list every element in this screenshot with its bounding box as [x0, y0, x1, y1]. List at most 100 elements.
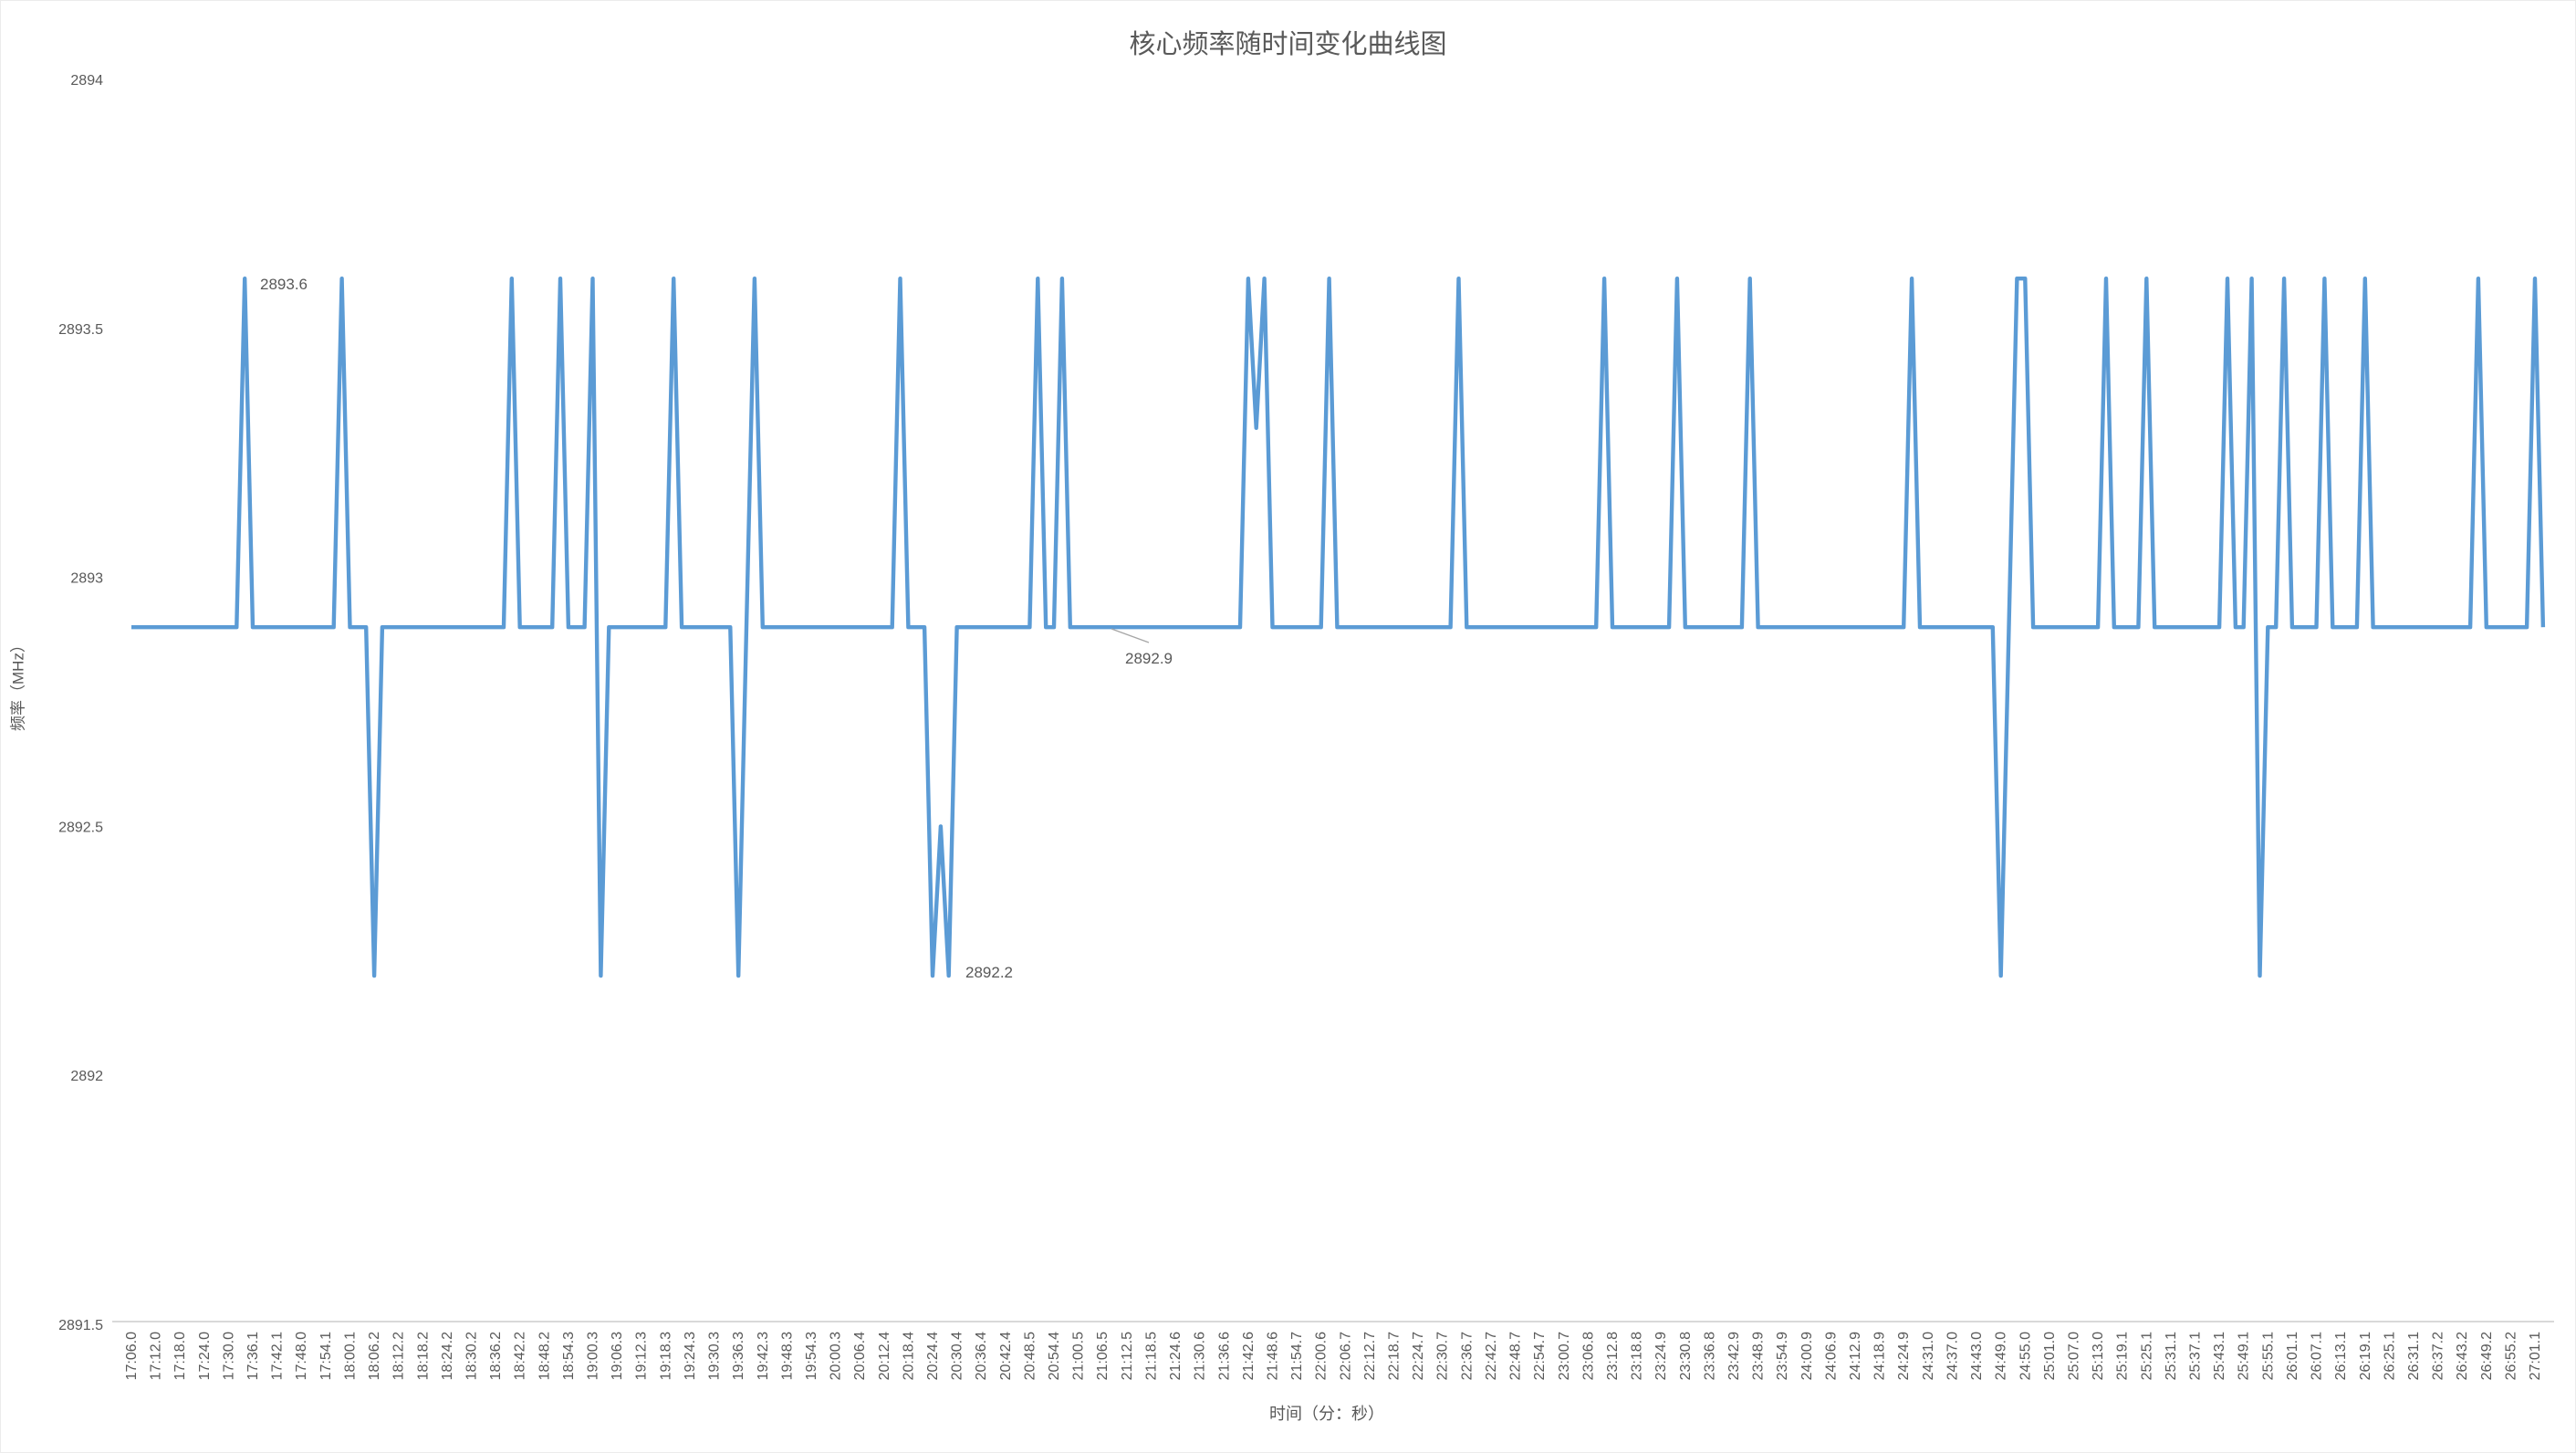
x-tick-label: 27:01.1	[2528, 1332, 2543, 1380]
x-tick-label: 18:36.2	[488, 1332, 504, 1380]
x-tick-label: 22:18.7	[1387, 1332, 1403, 1380]
x-tick-label: 22:54.7	[1532, 1332, 1548, 1380]
x-tick-label: 21:36.6	[1216, 1332, 1232, 1380]
x-tick-label: 26:31.1	[2406, 1332, 2422, 1380]
chart-title: 核心频率随时间变化曲线图	[1129, 30, 1447, 59]
y-tick-label: 2892	[70, 1069, 103, 1084]
x-tick-label: 22:06.7	[1338, 1332, 1353, 1380]
x-tick-label: 21:48.6	[1265, 1332, 1280, 1380]
x-tick-label: 21:06.5	[1095, 1332, 1111, 1380]
x-tick-label: 24:06.9	[1823, 1332, 1839, 1380]
x-tick-label: 26:13.1	[2333, 1332, 2349, 1380]
x-tick-label: 25:01.0	[2042, 1332, 2058, 1380]
x-tick-label: 24:12.9	[1848, 1332, 1863, 1380]
x-tick-label: 19:00.3	[586, 1332, 601, 1380]
x-tick-label: 24:43.0	[1969, 1332, 1985, 1380]
x-tick-label: 22:00.6	[1314, 1332, 1330, 1380]
x-tick-label: 23:48.9	[1751, 1332, 1767, 1380]
x-tick-label: 20:18.4	[901, 1332, 916, 1380]
y-tick-label: 2894	[70, 73, 103, 89]
x-tick-label: 19:42.3	[756, 1332, 771, 1380]
x-tick-label: 23:36.8	[1702, 1332, 1717, 1380]
x-tick-label: 26:01.1	[2285, 1332, 2300, 1380]
x-tick-label: 18:48.2	[537, 1332, 552, 1380]
x-tick-label: 22:24.7	[1411, 1332, 1426, 1380]
data-label: 2893.6	[260, 276, 308, 293]
x-tick-label: 19:24.3	[683, 1332, 698, 1380]
x-tick-label: 17:06.0	[124, 1332, 140, 1380]
y-tick-label: 2893	[70, 571, 103, 587]
x-tick-label: 21:30.6	[1193, 1332, 1208, 1380]
x-tick-label: 23:00.7	[1557, 1332, 1572, 1380]
x-tick-label: 21:42.6	[1241, 1332, 1257, 1380]
x-tick-label: 25:55.1	[2260, 1332, 2276, 1380]
x-tick-label: 23:06.8	[1580, 1332, 1596, 1380]
x-tick-label: 23:24.9	[1653, 1332, 1669, 1380]
x-tick-label: 18:24.2	[440, 1332, 455, 1380]
x-tick-label: 17:18.0	[172, 1332, 188, 1380]
x-tick-label: 19:12.3	[634, 1332, 650, 1380]
x-tick-label: 24:37.0	[1945, 1332, 1960, 1380]
y-tick-label: 2891.5	[58, 1318, 103, 1333]
x-tick-label: 21:54.7	[1289, 1332, 1305, 1380]
x-tick-label: 24:00.9	[1799, 1332, 1815, 1380]
x-tick-label: 17:36.1	[245, 1332, 261, 1380]
x-tick-label: 24:31.0	[1921, 1332, 1936, 1380]
x-axis-title: 时间（分：秒）	[1269, 1405, 1384, 1423]
x-tick-label: 20:06.4	[852, 1332, 868, 1380]
x-tick-label: 26:19.1	[2358, 1332, 2373, 1380]
x-tick-label: 18:18.2	[415, 1332, 431, 1380]
x-tick-label: 22:12.7	[1362, 1332, 1378, 1380]
x-tick-label: 17:48.0	[294, 1332, 309, 1380]
x-tick-label: 21:24.6	[1168, 1332, 1184, 1380]
x-tick-label: 20:00.3	[829, 1332, 844, 1380]
x-tick-label: 26:49.2	[2479, 1332, 2495, 1380]
x-tick-label: 18:00.1	[342, 1332, 358, 1380]
x-tick-label: 17:12.0	[149, 1332, 164, 1380]
x-tick-label: 18:42.2	[513, 1332, 528, 1380]
x-tick-label: 23:54.9	[1775, 1332, 1790, 1380]
x-tick-label: 20:30.4	[950, 1332, 965, 1380]
x-tick-label: 20:12.4	[877, 1332, 892, 1380]
x-tick-label: 23:18.8	[1630, 1332, 1645, 1380]
frequency-line-series	[131, 277, 2546, 978]
x-tick-label: 24:24.9	[1896, 1332, 1912, 1380]
x-tick-label: 25:49.1	[2237, 1332, 2252, 1380]
x-tick-label: 19:48.3	[779, 1332, 795, 1380]
x-tick-label: 18:30.2	[464, 1332, 479, 1380]
x-tick-label: 21:00.5	[1071, 1332, 1087, 1380]
x-tick-label: 19:18.3	[658, 1332, 673, 1380]
data-label: 2892.2	[965, 964, 1013, 981]
x-tick-label: 24:55.0	[2018, 1332, 2033, 1380]
x-tick-label: 22:30.7	[1435, 1332, 1451, 1380]
x-tick-label: 23:30.8	[1678, 1332, 1694, 1380]
x-tick-label: 26:07.1	[2310, 1332, 2325, 1380]
x-tick-label: 20:48.5	[1022, 1332, 1038, 1380]
x-tick-label: 20:36.4	[974, 1332, 989, 1380]
x-tick-label: 26:55.2	[2503, 1332, 2519, 1380]
x-tick-label: 17:30.0	[221, 1332, 236, 1380]
x-tick-label: 26:25.1	[2382, 1332, 2397, 1380]
data-label-leader-line	[1111, 628, 1150, 643]
x-tick-label: 19:06.3	[610, 1332, 625, 1380]
x-tick-label: 22:36.7	[1459, 1332, 1475, 1380]
x-tick-label: 21:12.5	[1120, 1332, 1135, 1380]
x-tick-label: 22:42.7	[1484, 1332, 1499, 1380]
x-tick-label: 17:54.1	[318, 1332, 334, 1380]
x-tick-label: 18:54.3	[561, 1332, 577, 1380]
x-tick-label: 19:30.3	[707, 1332, 723, 1380]
x-tick-label: 17:24.0	[197, 1332, 213, 1380]
x-tick-label: 26:43.2	[2455, 1332, 2470, 1380]
x-tick-label: 23:42.9	[1726, 1332, 1742, 1380]
x-tick-label: 22:48.7	[1508, 1332, 1524, 1380]
x-tick-label: 20:54.4	[1047, 1332, 1062, 1380]
x-tick-label: 23:12.8	[1605, 1332, 1621, 1380]
x-tick-label: 17:42.1	[270, 1332, 286, 1380]
x-tick-label: 21:18.5	[1143, 1332, 1159, 1380]
data-label: 2892.9	[1125, 650, 1173, 667]
x-tick-label: 19:36.3	[731, 1332, 746, 1380]
y-tick-label: 2892.5	[58, 820, 103, 835]
x-tick-label: 25:13.0	[2091, 1332, 2106, 1380]
